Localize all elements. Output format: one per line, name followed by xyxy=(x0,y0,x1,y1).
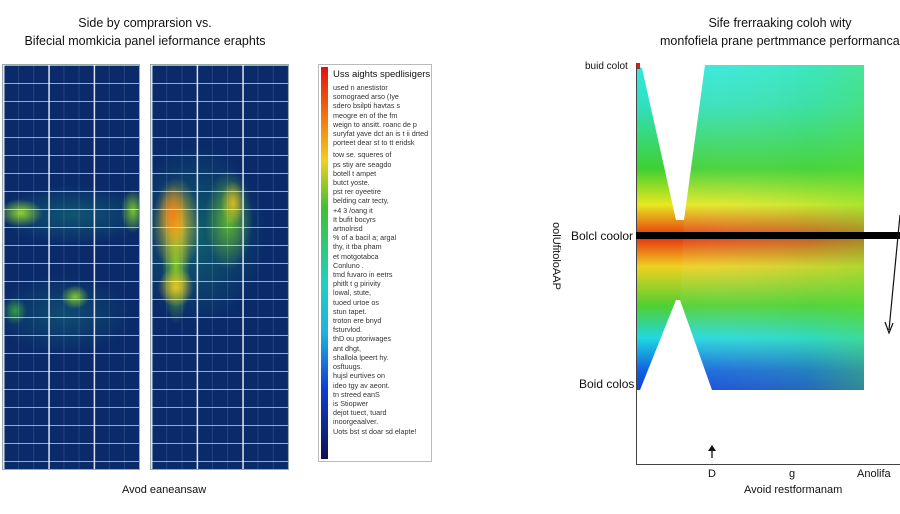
left-title: Side by comprarsion vs. Bifecial momkici… xyxy=(0,16,290,48)
highlight-bar xyxy=(636,232,900,239)
legend-line: shallola lpeert hy. xyxy=(333,352,389,362)
legend-line: used n anestistor xyxy=(333,83,388,92)
red-marker xyxy=(636,63,640,69)
legend-line: porteet dear st to tt eridsk xyxy=(333,138,415,148)
legend-line: belding catr tecty, xyxy=(333,196,389,206)
left-title-line1: Side by comprarsion vs. xyxy=(78,16,212,30)
legend-line: tow se. squeres of xyxy=(333,150,392,160)
legend-line: sdero bsilpti havtas s xyxy=(333,101,401,111)
y-tick-top: buid colot xyxy=(585,61,628,72)
legend-line: somograed arso (Iye xyxy=(333,92,399,102)
right-title-line1: Sife frerraaking coloh wity xyxy=(708,16,852,30)
y-tick-bottom: Boid colos xyxy=(579,377,635,391)
legend-line: tn streed eanS xyxy=(333,389,380,399)
x-axis-label: Avoid restformanam xyxy=(744,484,843,496)
right-title: Sife frerraaking coloh wity monfofiela p… xyxy=(660,16,900,48)
legend-line: inoorgeaalver. xyxy=(333,417,379,427)
legend-line: lowal, stute, xyxy=(333,288,371,298)
legend-line: ideo tgy av aeont. xyxy=(333,380,390,390)
legend-header: Uss aights spedlisigers xyxy=(333,69,431,80)
legend-text: used n anestistor somograed arso (Iye sder… xyxy=(333,83,428,436)
legend-line: tmd fuvaro in eetrs xyxy=(333,270,393,280)
monofacial-panel-heatmap xyxy=(2,64,140,470)
legend-line: pst rer oyeetire xyxy=(333,187,381,197)
legend-line: Conluno . xyxy=(333,260,364,270)
legend-line: ps stiy are seagdo xyxy=(333,159,392,169)
legend-line: et motgotabca xyxy=(333,251,379,261)
legend-line: % of a bacil a; argal xyxy=(333,233,397,243)
legend-line: ant dhgt, xyxy=(333,343,361,353)
legend-line: dejot tuect, tuard xyxy=(333,408,387,418)
legend-line: butct yoste. xyxy=(333,178,370,188)
legend-line: +4 3 /oang it xyxy=(333,205,373,215)
left-title-line2: Bifecial momkicia panel ieformance eraph… xyxy=(24,34,266,48)
legend-line: artnolrisd xyxy=(333,224,363,234)
legend-line: osftuugs. xyxy=(333,362,363,372)
panel-cell-grid xyxy=(3,65,139,469)
panel-cell-grid xyxy=(151,65,288,469)
right-title-line2: monfofiela prane pertmmance performancac… xyxy=(660,34,900,48)
legend-line: phitlt t g pirivity xyxy=(333,279,381,289)
y-tick-mid: Bolcl coolor xyxy=(571,229,634,243)
x-tick-3: Anolifa xyxy=(857,468,891,480)
pointer-arrowhead xyxy=(884,321,894,335)
pointer-line xyxy=(888,214,900,331)
legend-line: fsturvlod. xyxy=(333,325,363,335)
legend-line: meogre en of the fm xyxy=(333,110,398,120)
legend-line: botell t ampet xyxy=(333,168,377,178)
legend-line: weign to ansitt. roanc de p xyxy=(333,119,417,129)
legend-line: hujsl eurtives on xyxy=(333,371,385,381)
x-tick-1: D xyxy=(708,468,716,480)
x-arrow-icon xyxy=(708,445,716,451)
bifacial-panel-heatmap xyxy=(150,64,289,470)
legend-line: tuoed urtoe os xyxy=(333,297,379,307)
legend-line: is Stiopwer xyxy=(333,398,369,408)
legend-line: troton ere bnyd xyxy=(333,316,382,326)
legend-line: thD ou ptoriwages xyxy=(333,334,391,344)
legend-line: thy, it tba pham xyxy=(333,242,382,252)
legend-line: suryfat yave dct an is t ii drted xyxy=(333,129,429,139)
legend-colorbar xyxy=(321,67,328,459)
x-tick-2: g xyxy=(789,468,796,480)
legend-line: Uots bst st doar sd elapte! xyxy=(333,426,417,436)
y-axis-label: oolUfitoloAAP xyxy=(550,222,562,290)
legend-line: It bufit bocyrs xyxy=(333,214,376,224)
legend-box: Uss aights spedlisigers used n anestisto… xyxy=(318,64,432,462)
legend-line: stun tapet. xyxy=(333,306,367,316)
left-caption: Avod eaneansaw xyxy=(122,484,207,496)
heatmap-overlay xyxy=(680,65,864,390)
